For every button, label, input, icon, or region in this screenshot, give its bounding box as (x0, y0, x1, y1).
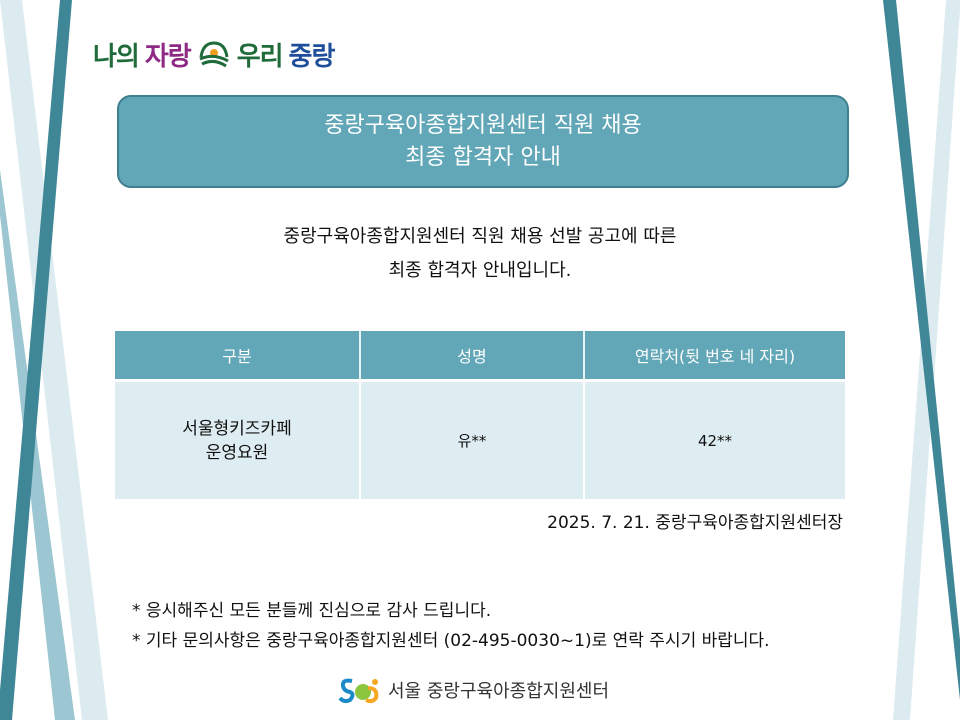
center-logo-icon (338, 678, 379, 704)
logo-text: 중랑 (288, 41, 336, 72)
logo-text: 우리 (236, 41, 284, 72)
results-table: 구분 성명 연락처(뒷 번호 네 자리) 서울형키즈카페 운영요원 유** 42… (115, 331, 845, 499)
notes: * 응시해주신 모든 분들께 진심으로 감사 드립니다. * 기타 문의사항은 … (132, 596, 770, 656)
mountain-sun-icon (199, 41, 229, 68)
org-name: 서울 중랑구육아종합지원센터 (388, 681, 610, 702)
category-line: 운영요원 (205, 442, 269, 463)
intro-text: 중랑구육아종합지원센터 직원 채용 선발 공고에 따른 최종 합격자 안내입니다… (0, 220, 960, 288)
header-contact: 연락처(뒷 번호 네 자리) (584, 331, 845, 382)
table-row: 서울형키즈카페 운영요원 유** 42** (115, 380, 845, 499)
cell-category: 서울형키즈카페 운영요원 (115, 380, 361, 499)
category-line: 서울형키즈카페 (182, 418, 292, 439)
note-item: * 응시해주신 모든 분들께 진심으로 감사 드립니다. (132, 601, 492, 621)
title-line: 최종 합격자 안내 (405, 144, 561, 170)
cell-name: 유** (360, 380, 585, 499)
title-line: 중랑구육아종합지원센터 직원 채용 (324, 112, 642, 138)
page-title: 중랑구육아종합지원센터 직원 채용 최종 합격자 안내 (117, 95, 849, 188)
note-item: * 기타 문의사항은 중랑구육아종합지원센터 (02-495-0030~1)로 … (132, 631, 770, 651)
header-category: 구분 (115, 331, 361, 382)
date-signature: 2025. 7. 21. 중랑구육아종합지원센터장 (547, 513, 843, 533)
cell-contact: 42** (584, 380, 845, 499)
intro-line: 최종 합격자 안내입니다. (388, 260, 572, 281)
logo-text: 자랑 (144, 41, 192, 72)
logo-text: 나의 (93, 41, 140, 72)
intro-line: 중랑구육아종합지원센터 직원 채용 선발 공고에 따른 (283, 226, 677, 247)
district-slogan-logo: 나의 자랑 우리 중랑 (93, 32, 340, 76)
header-name: 성명 (360, 331, 585, 382)
footer-logo: 서울 중랑구육아종합지원센터 (338, 676, 609, 704)
table-header-row: 구분 성명 연락처(뒷 번호 네 자리) (115, 331, 845, 382)
